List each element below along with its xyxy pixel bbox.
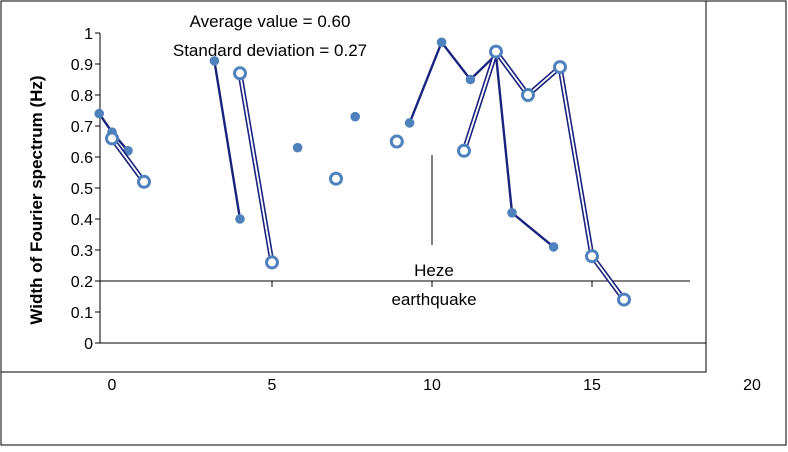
average-value-annotation: Average value = 0.60 (190, 12, 351, 31)
y-tick-label: 0.2 (71, 274, 93, 291)
y-tick-label: 0.8 (71, 88, 93, 105)
series-line (408, 41, 555, 248)
data-point-ring (233, 66, 247, 81)
x-tick-label: 15 (583, 377, 601, 394)
y-tick-label: 0 (84, 336, 93, 353)
x-tick-label: 10 (423, 377, 441, 394)
data-point-dot (94, 108, 104, 119)
y-tick-label: 0.9 (71, 57, 93, 74)
data-point-dot (465, 74, 476, 85)
data-point-dot (548, 242, 559, 252)
series-line-inner (463, 50, 625, 301)
data-point-dot (235, 214, 245, 224)
data-point-ring (553, 60, 567, 75)
data-point-dot (350, 111, 361, 122)
x-tick-label: 20 (743, 377, 761, 394)
y-tick-label: 0.6 (71, 150, 93, 167)
y-tick-label: 0.4 (71, 212, 93, 229)
series-line-inner (111, 137, 145, 183)
data-point-dot (436, 37, 447, 48)
data-point-ring (105, 131, 119, 146)
plot-frame (0, 0, 707, 373)
labels-group: Width of Fourier spectrum (Hz) Average va… (27, 12, 477, 325)
data-point-ring (489, 44, 503, 59)
x-tick-label: 0 (108, 377, 117, 394)
data-point-ring (137, 174, 151, 189)
data-point-ring (617, 292, 631, 307)
series-line-inner (239, 73, 273, 263)
y-tick-label: 0.3 (71, 243, 93, 260)
y-tick-label: 0.5 (71, 181, 93, 198)
axes-group: 00.10.20.30.40.50.60.70.80.910 5 10 15 20 (71, 26, 761, 394)
standard-deviation-annotation: Standard deviation = 0.27 (173, 41, 367, 60)
data-point-ring (329, 171, 343, 186)
y-axis-title: Width of Fourier spectrum (Hz) (27, 75, 46, 324)
data-point-dot (209, 56, 220, 66)
data-point-ring (585, 249, 599, 264)
data-point-ring (521, 88, 535, 102)
earthquake-label-line1: Heze (414, 261, 454, 280)
data-point-ring (457, 143, 471, 158)
data-point-dot (507, 208, 517, 218)
y-tick-label: 0.1 (71, 305, 93, 322)
y-tick-label: 1 (84, 26, 93, 43)
data-point-dot (292, 142, 303, 153)
series-line-outer (461, 49, 627, 302)
data-point-ring (265, 255, 279, 270)
series-line (213, 60, 242, 220)
earthquake-label-line2: earthquake (391, 290, 476, 309)
x-tick-label: 5 (268, 377, 277, 394)
data-point-dot (404, 118, 415, 128)
y-tick-label: 0.7 (71, 119, 93, 136)
data-marks-group (94, 37, 631, 307)
data-point-ring (389, 134, 404, 149)
